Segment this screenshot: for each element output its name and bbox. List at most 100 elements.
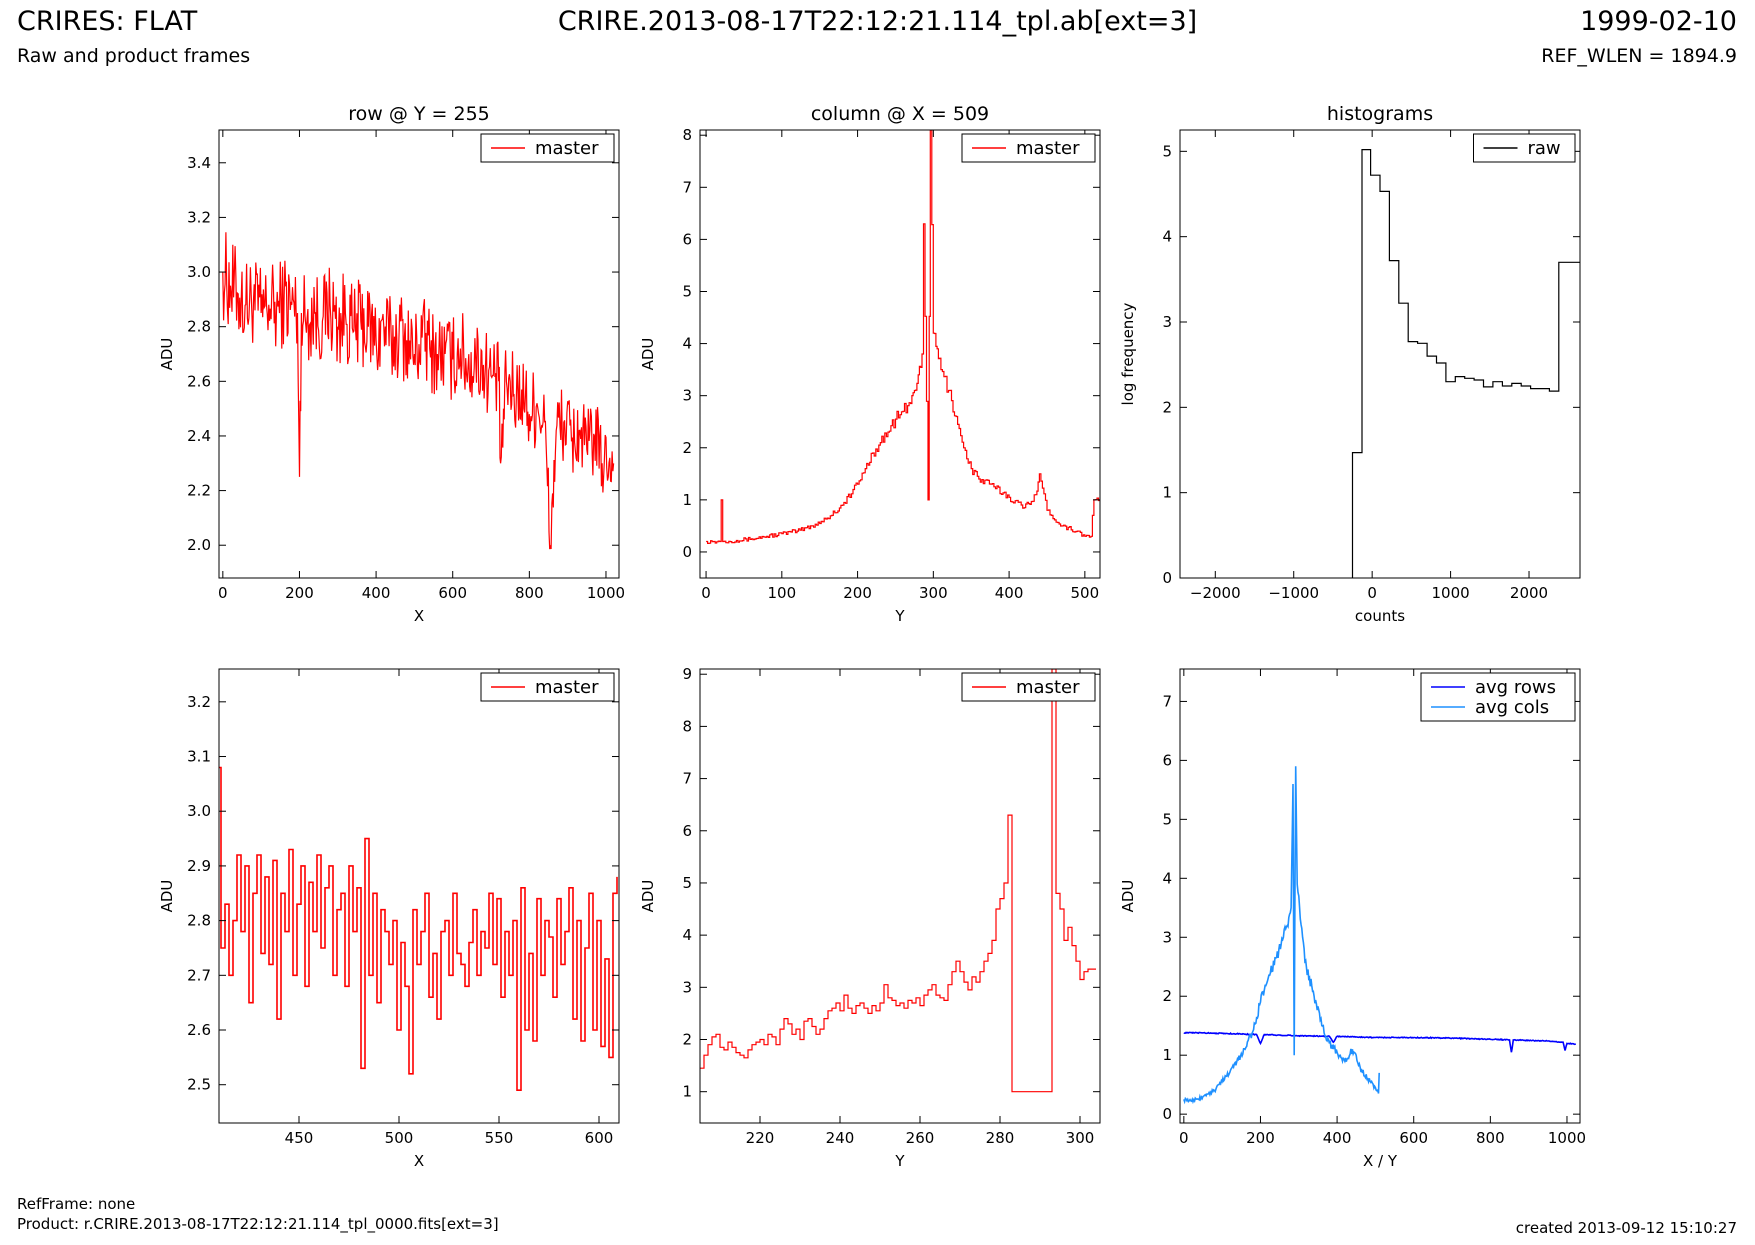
x-tick-label: −2000 [1190, 584, 1241, 602]
legend-label: master [535, 138, 599, 159]
x-tick-label: 260 [906, 1129, 935, 1147]
x-tick-label: 450 [285, 1129, 314, 1147]
x-tick-label: 200 [1246, 1129, 1275, 1147]
plot-frame [699, 129, 1101, 579]
y-tick-label: 4 [682, 926, 692, 944]
y-tick-label: 0 [682, 543, 692, 561]
chart-averages: 0 200 400 600 800 1000 0 1 2 3 4 5 6 7 X / Y ADU avg row… [1119, 668, 1586, 1170]
legend-label: master [1016, 677, 1080, 698]
x-tick-label: 2000 [1510, 584, 1548, 602]
y-tick-label: 4 [1162, 228, 1172, 246]
y-tick-label: 4 [1162, 869, 1172, 887]
y-tick-label: 2 [682, 1031, 692, 1049]
y-axis-label: ADU [1119, 880, 1137, 913]
x-tick-label: 400 [995, 584, 1024, 602]
observation-date: 1999-02-10 [1580, 6, 1737, 37]
series-line-master [222, 232, 615, 550]
legend-label: master [1016, 138, 1080, 159]
report-title: CRIRES: FLAT [17, 6, 198, 37]
x-tick-label: 200 [285, 584, 314, 602]
x-tick-label: 500 [385, 1129, 414, 1147]
ref-wlen: REF_WLEN = 1894.9 [1541, 45, 1737, 67]
y-tick-label: 3 [682, 387, 692, 405]
y-tick-label: 3.2 [187, 693, 211, 711]
x-tick-label: 100 [767, 584, 796, 602]
chart-row-full: 0 200 400 600 800 1000 2.0 2.2 2.4 2.6 2.8 3.0 3.2 3.… [158, 103, 625, 625]
refframe-label: RefFrame: none [17, 1195, 136, 1213]
x-tick-label: 500 [1071, 584, 1100, 602]
y-tick-label: 3 [1162, 928, 1172, 946]
y-tick-label: 0 [1162, 569, 1172, 587]
y-tick-label: 2.2 [187, 482, 211, 500]
x-tick-label: 300 [919, 584, 948, 602]
x-tick-label: 800 [1476, 1129, 1505, 1147]
legend: master [480, 672, 615, 702]
x-tick-label: 550 [485, 1129, 514, 1147]
x-tick-label: 0 [1179, 1129, 1189, 1147]
x-axis-label: X [414, 1152, 424, 1170]
x-tick-label: 0 [701, 584, 711, 602]
plot-frame [218, 668, 620, 1124]
x-tick-label: 600 [1399, 1129, 1428, 1147]
legend-label: raw [1528, 138, 1561, 159]
y-tick-label: 2.7 [187, 966, 211, 984]
series-line-raw [1351, 149, 1580, 578]
y-tick-label: 2.5 [187, 1076, 211, 1094]
x-axis-label: X / Y [1363, 1152, 1398, 1170]
y-tick-label: 7 [1162, 692, 1172, 710]
y-tick-label: 3.0 [187, 263, 211, 281]
legend: master [480, 133, 615, 163]
y-tick-label: 8 [682, 126, 692, 144]
x-tick-label: 240 [826, 1129, 855, 1147]
y-tick-label: 3.0 [187, 802, 211, 820]
x-axis-label: Y [894, 1152, 905, 1170]
chart-title: histograms [1327, 103, 1433, 125]
x-tick-label: 280 [986, 1129, 1015, 1147]
x-tick-label: 200 [843, 584, 872, 602]
chart-title: column @ X = 509 [811, 103, 989, 125]
created-timestamp: created 2013-09-12 15:10:27 [1515, 1219, 1737, 1237]
chart-row-zoom: 450 500 550 600 2.5 2.6 2.7 2.8 2.9 3.0 3.1 3.2 X ADU… [158, 668, 620, 1170]
x-tick-label: 800 [515, 584, 544, 602]
legend-label: master [535, 677, 599, 698]
report-subtitle: Raw and product frames [17, 45, 251, 67]
y-tick-label: 1 [1162, 1046, 1172, 1064]
legend-box [961, 672, 1096, 702]
series-line-master [706, 130, 1100, 544]
y-axis-label: ADU [639, 338, 657, 371]
x-tick-label: 400 [362, 584, 391, 602]
y-tick-label: 2 [1162, 398, 1172, 416]
y-tick-label: 3 [1162, 313, 1172, 331]
chart-col-full: 0 100 200 300 400 500 0 1 2 3 4 5 6 7 8 column @ X = 50… [639, 103, 1101, 625]
plot-frame [1179, 129, 1581, 579]
y-tick-label: 1 [682, 491, 692, 509]
y-tick-label: 2.4 [187, 427, 211, 445]
legend: master [961, 133, 1096, 163]
x-tick-label: 600 [585, 1129, 614, 1147]
x-tick-label: 1000 [1431, 584, 1469, 602]
product-label: Product: r.CRIRE.2013-08-17T22:12:21.114… [17, 1215, 499, 1233]
y-tick-label: 2.8 [187, 912, 211, 930]
x-tick-label: 1000 [587, 584, 625, 602]
y-tick-label: 2.6 [187, 1021, 211, 1039]
x-axis-label: Y [894, 607, 905, 625]
y-axis-label: ADU [639, 880, 657, 913]
y-tick-label: 4 [682, 335, 692, 353]
series-line-avg-cols [1183, 766, 1380, 1105]
y-tick-label: 5 [682, 282, 692, 300]
y-axis-label: log frequency [1119, 302, 1137, 405]
legend-label: avg cols [1475, 697, 1549, 718]
y-tick-label: 6 [1162, 751, 1172, 769]
x-tick-label: 0 [1367, 584, 1377, 602]
legend: raw [1473, 133, 1576, 163]
y-tick-label: 7 [682, 770, 692, 788]
x-tick-label: 220 [746, 1129, 775, 1147]
chart-title: row @ Y = 255 [348, 103, 490, 125]
y-tick-label: 3.1 [187, 748, 211, 766]
y-tick-label: 3 [682, 978, 692, 996]
y-axis-label: ADU [158, 880, 176, 913]
y-tick-label: 1 [682, 1083, 692, 1101]
y-tick-label: 3.4 [187, 154, 211, 172]
y-tick-label: 5 [682, 874, 692, 892]
